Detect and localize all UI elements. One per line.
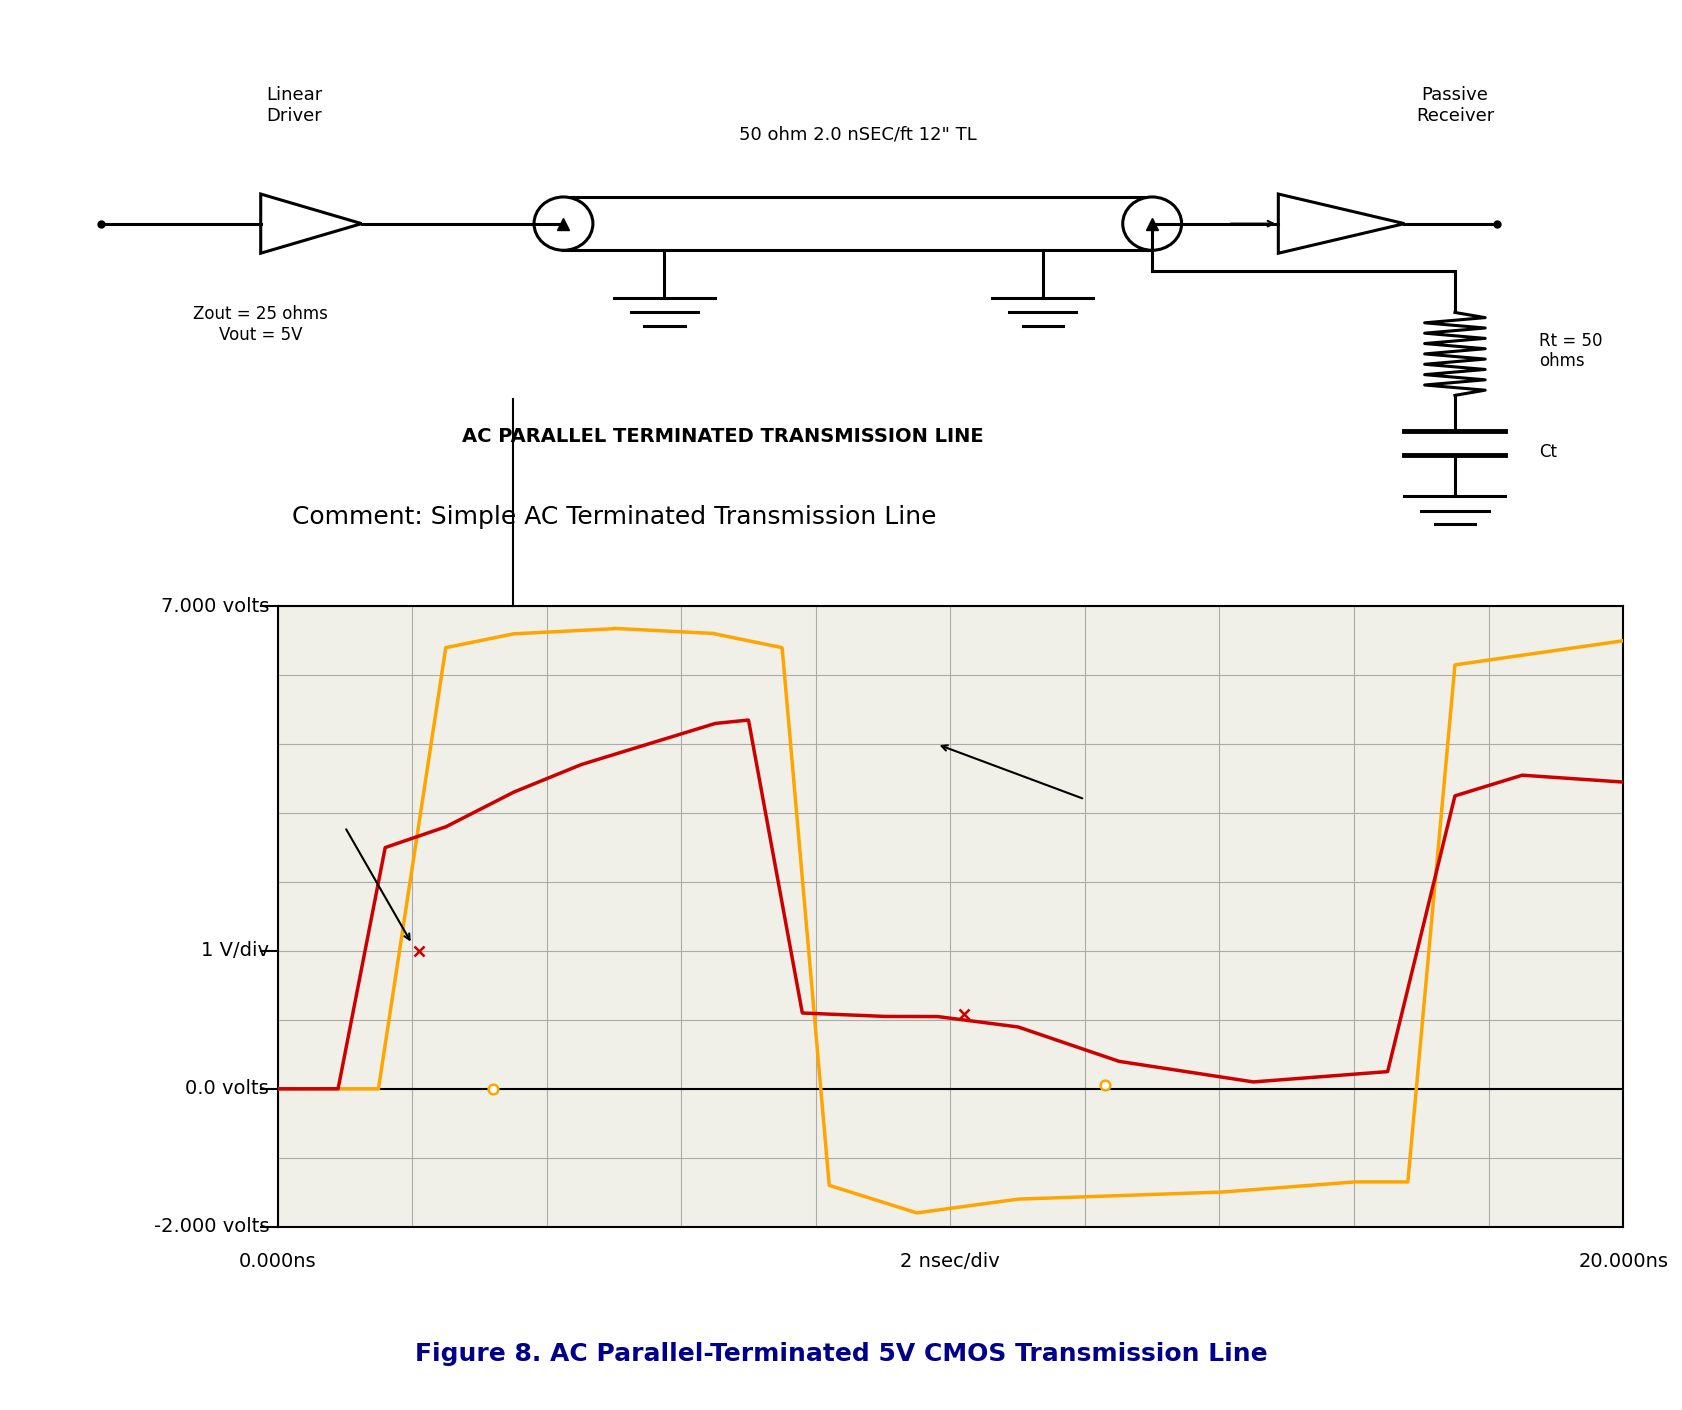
Text: Zout = 25 ohms
Vout = 5V: Zout = 25 ohms Vout = 5V — [193, 305, 328, 344]
Text: 2 nsec/div: 2 nsec/div — [900, 1252, 1001, 1270]
Text: -2.000 volts: -2.000 volts — [153, 1217, 269, 1237]
Text: 1 V/div: 1 V/div — [202, 942, 269, 960]
Text: 7.000 volts: 7.000 volts — [161, 596, 269, 616]
Text: Passive
Receiver: Passive Receiver — [1416, 86, 1494, 124]
Text: 50 ohm 2.0 nSEC/ft 12" TL: 50 ohm 2.0 nSEC/ft 12" TL — [738, 125, 977, 144]
Text: Comment: Simple AC Terminated Transmission Line: Comment: Simple AC Terminated Transmissi… — [291, 505, 937, 529]
Bar — [563, 197, 1152, 251]
Text: AC PARALLEL TERMINATED TRANSMISSION LINE: AC PARALLEL TERMINATED TRANSMISSION LINE — [463, 427, 984, 447]
Ellipse shape — [1124, 197, 1181, 250]
Text: Figure 8. AC Parallel-Terminated 5V CMOS Transmission Line: Figure 8. AC Parallel-Terminated 5V CMOS… — [415, 1341, 1267, 1366]
Text: Linear
Driver: Linear Driver — [266, 86, 323, 124]
Polygon shape — [1278, 195, 1404, 254]
Text: Rt = 50
ohms: Rt = 50 ohms — [1539, 331, 1603, 371]
Text: 0.000ns: 0.000ns — [239, 1252, 316, 1270]
Ellipse shape — [535, 197, 592, 250]
Text: Ct: Ct — [1539, 443, 1558, 461]
Text: 0.0 volts: 0.0 volts — [185, 1079, 269, 1098]
Polygon shape — [261, 195, 362, 254]
Text: 20.000ns: 20.000ns — [1578, 1252, 1669, 1270]
